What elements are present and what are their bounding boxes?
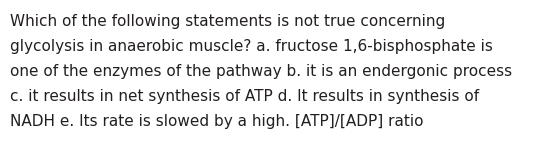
Text: Which of the following statements is not true concerning: Which of the following statements is not…: [10, 14, 445, 29]
Text: NADH e. Its rate is slowed by a high. [ATP]/[ADP] ratio: NADH e. Its rate is slowed by a high. [A…: [10, 114, 424, 129]
Text: glycolysis in anaerobic muscle? a. fructose 1,6-bisphosphate is: glycolysis in anaerobic muscle? a. fruct…: [10, 39, 493, 54]
Text: one of the enzymes of the pathway b. it is an endergonic process: one of the enzymes of the pathway b. it …: [10, 64, 512, 79]
Text: c. it results in net synthesis of ATP d. It results in synthesis of: c. it results in net synthesis of ATP d.…: [10, 89, 479, 104]
